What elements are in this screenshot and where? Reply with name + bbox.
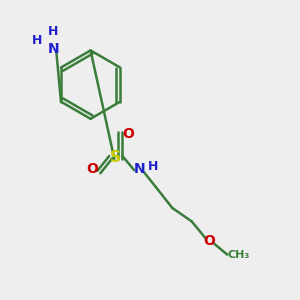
Text: N: N [134,162,146,176]
Text: O: O [86,162,98,176]
Text: S: S [110,150,121,165]
Text: O: O [203,234,215,248]
Text: CH₃: CH₃ [228,250,250,260]
Text: O: O [122,127,134,141]
Text: H: H [48,25,59,38]
Text: N: N [48,42,59,56]
Text: H: H [148,160,158,173]
Text: H: H [32,34,42,46]
